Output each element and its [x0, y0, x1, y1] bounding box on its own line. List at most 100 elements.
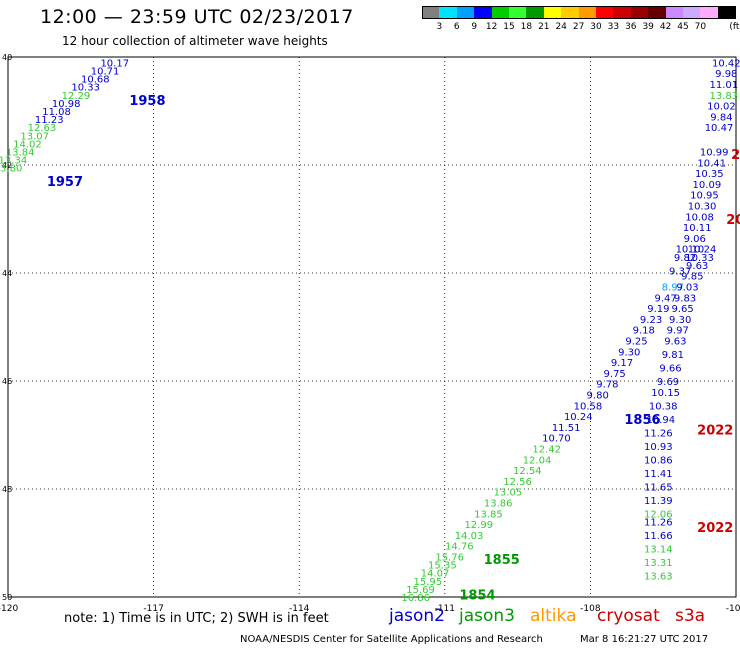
wave-height-value: 11.39: [644, 496, 673, 507]
wave-height-value: 9.69: [657, 377, 679, 388]
satellite-label-cryosat: cryosat: [597, 606, 660, 626]
wave-height-value: 9.47: [654, 293, 676, 304]
x-tick-label: -120: [0, 604, 18, 614]
wave-height-value: 9.19: [647, 304, 669, 315]
wave-height-value: 10.38: [649, 401, 678, 412]
track-time-label: 2022: [697, 521, 733, 536]
wave-height-value: 13.85: [474, 509, 503, 520]
wave-height-value: 9.85: [681, 272, 703, 283]
track-time-label: 20: [726, 213, 740, 228]
wave-height-value: 10.98: [52, 99, 81, 110]
satellite-label-jason3: jason3: [459, 606, 515, 626]
wave-height-value: 11.65: [644, 482, 673, 493]
wave-height-value: 10.10: [676, 245, 705, 256]
legend-swatch: [456, 6, 475, 19]
legend-tick-label: 3: [436, 22, 443, 32]
wave-height-value: 12.42: [532, 445, 561, 456]
legend-tick-label: 42: [659, 22, 672, 32]
track-time-label: 2: [731, 148, 740, 163]
x-tick-label: -108: [580, 604, 601, 614]
legend-swatch: [613, 6, 632, 19]
track-time-label: 1856: [624, 413, 660, 428]
wave-height-value: 13.63: [644, 571, 673, 582]
wave-height-value: 9.66: [659, 364, 681, 375]
wave-height-value: 15.35: [428, 561, 457, 572]
wave-height-value: 10.17: [100, 58, 129, 69]
wave-height-value: 11.08: [42, 107, 71, 118]
legend-swatch: [509, 6, 527, 19]
legend-swatch: [717, 6, 736, 19]
legend-tick-label: 21: [538, 22, 550, 32]
legend-tick-label: 39: [642, 22, 654, 32]
legend-tick-label: 12: [485, 22, 498, 32]
wave-height-value: 14.02: [13, 139, 42, 150]
wave-height-value: 9.63: [686, 261, 708, 272]
track-time-label: 1854: [459, 588, 495, 603]
legend-swatch: [526, 6, 545, 19]
wave-height-value: 10.33: [685, 253, 714, 264]
wave-height-value: 9.65: [671, 304, 693, 315]
legend-swatch: [630, 6, 649, 19]
wave-height-value: 16.86: [401, 593, 430, 604]
wave-height-value: 13.80: [0, 164, 22, 175]
wave-height-value: 11.26: [644, 428, 673, 439]
legend-swatch: [700, 6, 719, 19]
wave-height-value: 10.42: [712, 58, 740, 69]
wave-height-value: 10.35: [695, 169, 724, 180]
wave-height-value: 9.30: [618, 347, 640, 358]
wave-height-value: 9.75: [604, 369, 626, 380]
wave-height-value: 10.70: [542, 434, 571, 445]
wave-height-value: 13.07: [20, 131, 49, 142]
legend-swatch: [561, 6, 580, 19]
footer-note: note: 1) Time is in UTC; 2) SWH is in fe…: [64, 611, 329, 626]
wave-height-value: 15.76: [435, 553, 464, 564]
satellite-label-jason2: jason2: [389, 606, 445, 626]
wave-height-value: 11.41: [644, 469, 673, 480]
legend-tick-label: 18: [520, 22, 533, 32]
track-time-label: 2022: [697, 424, 733, 439]
legend-tick-label: 6: [453, 22, 460, 32]
wave-height-value: 9.84: [710, 112, 732, 123]
wave-height-value: 10.71: [91, 67, 120, 78]
wave-height-value: 12.56: [503, 477, 532, 488]
wave-height-value: 9.83: [674, 293, 696, 304]
legend-swatch: [439, 6, 458, 19]
wave-height-value: 10.47: [705, 123, 734, 134]
wave-height-value: 14.07: [421, 569, 450, 580]
wave-height-value: 15.69: [406, 585, 435, 596]
wave-height-value: 10.24: [564, 412, 593, 423]
wave-height-value: 13.34: [0, 156, 27, 167]
wave-height-value: 9.17: [611, 358, 633, 369]
legend-border: [422, 6, 736, 19]
wave-height-value: 10.93: [644, 442, 673, 453]
wave-height-value: 9.97: [667, 326, 689, 337]
y-tick-label: 42: [2, 161, 12, 170]
wave-height-value: 13.83: [710, 91, 739, 102]
track-time-label: 1958: [129, 94, 165, 109]
legend-swatch: [578, 6, 597, 19]
legend-swatch: [491, 6, 510, 19]
wave-height-value: 11.66: [644, 531, 673, 542]
satellite-label-altika: altika: [530, 606, 577, 626]
wave-height-value: 12.06: [644, 509, 673, 520]
y-tick-label: 40: [2, 53, 12, 62]
wave-height-value: 11.23: [35, 115, 64, 126]
plot-frame: [7, 56, 737, 598]
legend-swatch: [648, 6, 667, 19]
legend-swatch: [596, 6, 614, 19]
y-tick-label: 46: [2, 377, 12, 386]
wave-height-value: 9.03: [676, 283, 698, 294]
legend-swatch: [422, 6, 440, 19]
legend-swatch: [543, 6, 562, 19]
wave-height-value: 13.31: [644, 558, 673, 569]
wave-height-value: 9.06: [684, 234, 706, 245]
x-tick-label: -105: [726, 604, 740, 614]
wave-height-value: 12.04: [523, 455, 552, 466]
wave-height-value: 8.97: [662, 283, 684, 294]
legend-swatch: [665, 6, 684, 19]
x-tick-label: -117: [143, 604, 163, 614]
wave-height-value: 10.94: [646, 415, 675, 426]
legend-tick-label: 15: [503, 22, 515, 32]
wave-height-value: 10.41: [697, 158, 726, 169]
legend-tick-label: 36: [625, 22, 637, 32]
